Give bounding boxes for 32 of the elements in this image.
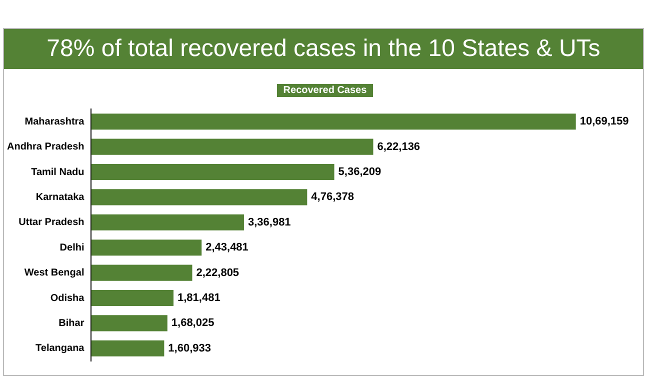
data-label: 3,36,981	[248, 216, 291, 228]
y-tick-label: Andhra Pradesh	[6, 142, 84, 153]
y-tick-label: Tamil Nadu	[31, 166, 84, 178]
data-label: 6,22,136	[377, 140, 420, 153]
y-tick-label: Maharashtra	[24, 116, 85, 128]
bar	[91, 189, 308, 206]
data-label: 1,60,933	[168, 342, 212, 354]
data-label: 10,69,159	[580, 116, 629, 128]
y-tick-label: Karnataka	[36, 192, 85, 203]
y-tick-label: Uttar Pradesh	[18, 217, 84, 228]
data-label: 2,22,805	[196, 266, 240, 279]
bar	[91, 240, 202, 256]
chart-title: 78% of total recovered cases in the 10 States & UTs	[4, 29, 643, 69]
bar	[91, 264, 192, 281]
data-label: 1,81,481	[178, 292, 220, 304]
y-tick-label: Delhi	[60, 242, 84, 254]
series-label: Recovered Cases	[277, 84, 373, 97]
bar	[91, 214, 244, 230]
y-tick-label: Bihar	[58, 318, 84, 329]
bar	[91, 164, 334, 180]
bar	[91, 114, 576, 130]
bar	[91, 290, 174, 306]
data-label: 1,68,025	[171, 317, 214, 330]
bar	[91, 340, 164, 356]
data-label: 4,76,378	[311, 191, 354, 204]
y-tick-label: West Bengal	[24, 268, 84, 279]
data-label: 2,43,481	[206, 242, 248, 254]
y-tick-label: Odisha	[50, 292, 85, 304]
bar	[91, 315, 168, 332]
data-label: 5,36,209	[338, 166, 382, 178]
bar	[91, 138, 374, 155]
y-tick-label: Telangana	[36, 343, 85, 354]
